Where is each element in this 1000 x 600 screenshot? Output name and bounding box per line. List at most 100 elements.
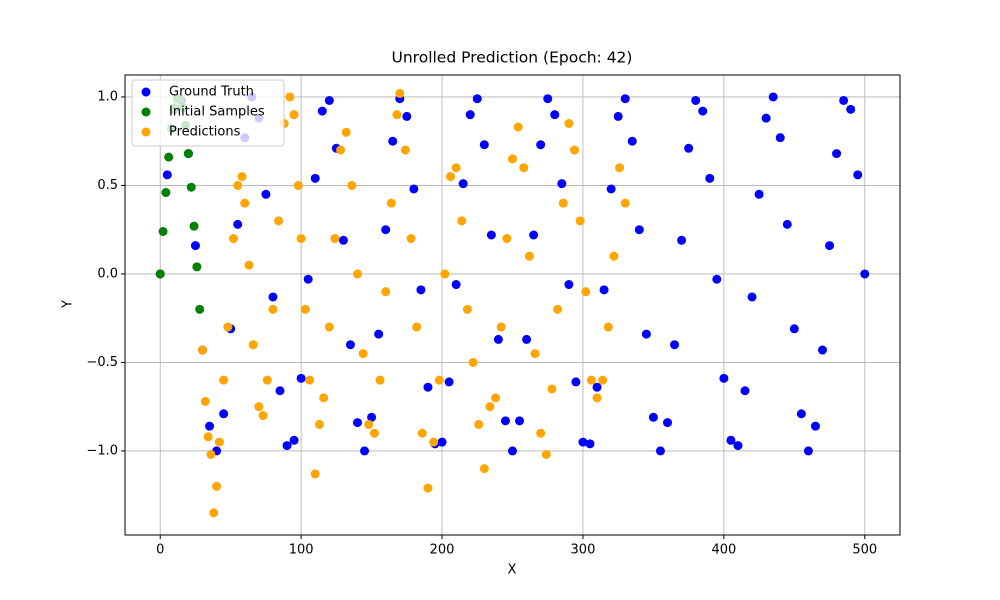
- y-tick-label: 1.0: [97, 89, 118, 104]
- legend-marker: [141, 107, 151, 117]
- point: [381, 287, 391, 297]
- x-tick-label: 400: [711, 543, 736, 558]
- point: [613, 111, 623, 121]
- point: [719, 373, 729, 383]
- point: [233, 180, 243, 190]
- point: [347, 180, 357, 190]
- point: [839, 95, 849, 105]
- point: [289, 435, 299, 445]
- x-axis-label: X: [508, 563, 517, 578]
- point: [519, 163, 529, 173]
- point: [189, 221, 199, 231]
- point: [353, 418, 362, 428]
- point: [570, 145, 579, 155]
- point: [530, 349, 540, 359]
- point: [677, 235, 687, 245]
- point: [289, 110, 299, 120]
- point: [402, 111, 412, 121]
- point: [796, 409, 806, 419]
- point: [358, 349, 368, 359]
- legend-box: [131, 79, 285, 147]
- point: [392, 110, 402, 120]
- point: [627, 136, 637, 146]
- point: [296, 234, 306, 244]
- point: [648, 412, 658, 422]
- point: [440, 269, 450, 279]
- point: [381, 225, 391, 235]
- point: [233, 219, 243, 229]
- point: [369, 428, 379, 438]
- point: [300, 304, 310, 314]
- point: [810, 421, 820, 431]
- point: [620, 198, 630, 208]
- legend-marker: [141, 87, 151, 97]
- point: [274, 216, 284, 226]
- point: [244, 260, 254, 270]
- point: [670, 340, 680, 350]
- point: [747, 292, 757, 302]
- point: [472, 94, 482, 104]
- point: [825, 241, 835, 251]
- point: [229, 234, 238, 244]
- point: [412, 322, 422, 332]
- point: [493, 334, 503, 344]
- point: [553, 304, 563, 314]
- point: [310, 173, 320, 183]
- legend-label: Ground Truth: [169, 85, 254, 100]
- point: [502, 234, 512, 244]
- y-tick-label: −0.5: [86, 355, 118, 370]
- point: [524, 251, 534, 261]
- point: [536, 140, 546, 150]
- x-tick-label: 500: [852, 543, 877, 558]
- point: [712, 274, 722, 284]
- point: [603, 322, 613, 332]
- point: [571, 377, 581, 387]
- point: [522, 334, 532, 344]
- x-tick-label: 200: [430, 543, 455, 558]
- point: [479, 464, 489, 474]
- legend-marker: [141, 127, 151, 137]
- point: [853, 170, 863, 180]
- point: [400, 145, 410, 155]
- point: [846, 104, 856, 114]
- x-tick-label: 100: [289, 543, 314, 558]
- point: [564, 118, 574, 128]
- point: [547, 384, 557, 394]
- point: [803, 446, 813, 456]
- point: [557, 179, 567, 189]
- point: [754, 189, 764, 199]
- point: [451, 163, 461, 173]
- point: [705, 173, 715, 183]
- point: [486, 230, 496, 240]
- point: [219, 409, 229, 419]
- point: [485, 402, 495, 412]
- point: [860, 269, 870, 279]
- point: [206, 449, 216, 459]
- point: [364, 419, 374, 429]
- point: [338, 235, 348, 245]
- point: [248, 340, 258, 350]
- point: [186, 182, 196, 192]
- point: [223, 322, 233, 332]
- point: [641, 329, 651, 339]
- plot-frame: [124, 74, 901, 536]
- point: [285, 92, 295, 102]
- point: [388, 136, 398, 146]
- point: [818, 345, 827, 355]
- point: [192, 262, 202, 272]
- point: [462, 304, 472, 314]
- point: [268, 304, 278, 314]
- point: [458, 179, 468, 189]
- point: [262, 375, 272, 385]
- point: [409, 184, 419, 194]
- point: [451, 280, 461, 290]
- point: [406, 234, 416, 244]
- point: [395, 88, 405, 98]
- point: [663, 418, 672, 428]
- point: [782, 219, 792, 229]
- point: [599, 285, 609, 295]
- point: [500, 416, 510, 426]
- point: [367, 412, 377, 422]
